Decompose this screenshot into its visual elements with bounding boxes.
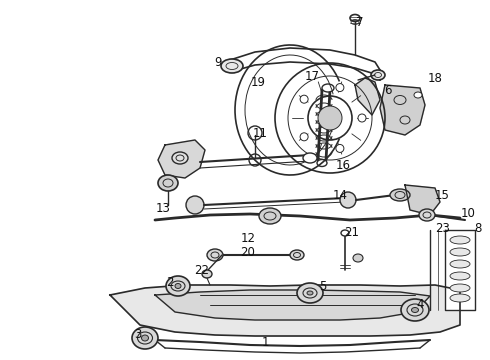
Text: 10: 10 bbox=[461, 207, 475, 220]
Text: 18: 18 bbox=[428, 72, 442, 85]
Text: 7: 7 bbox=[356, 15, 364, 28]
Ellipse shape bbox=[450, 284, 470, 292]
Text: 22: 22 bbox=[195, 264, 210, 276]
Circle shape bbox=[300, 95, 308, 103]
Polygon shape bbox=[445, 230, 475, 310]
Text: 23: 23 bbox=[436, 221, 450, 234]
Ellipse shape bbox=[175, 284, 181, 288]
Ellipse shape bbox=[158, 175, 178, 191]
Text: 2: 2 bbox=[166, 275, 174, 288]
Ellipse shape bbox=[414, 92, 422, 98]
Ellipse shape bbox=[450, 294, 470, 302]
Ellipse shape bbox=[401, 299, 429, 321]
Ellipse shape bbox=[322, 84, 334, 92]
Ellipse shape bbox=[419, 209, 435, 221]
Text: 20: 20 bbox=[241, 246, 255, 258]
Text: 15: 15 bbox=[435, 189, 449, 202]
Ellipse shape bbox=[450, 248, 470, 256]
Ellipse shape bbox=[172, 152, 188, 164]
Circle shape bbox=[186, 196, 204, 214]
Ellipse shape bbox=[350, 14, 360, 22]
Text: 14: 14 bbox=[333, 189, 347, 202]
Text: 13: 13 bbox=[155, 202, 171, 215]
Ellipse shape bbox=[259, 208, 281, 224]
Ellipse shape bbox=[450, 236, 470, 244]
Ellipse shape bbox=[221, 59, 243, 73]
Polygon shape bbox=[158, 140, 205, 178]
Ellipse shape bbox=[307, 291, 313, 295]
Text: 16: 16 bbox=[336, 158, 350, 171]
Text: 6: 6 bbox=[384, 84, 392, 96]
Text: 4: 4 bbox=[416, 298, 424, 311]
Ellipse shape bbox=[297, 283, 323, 303]
Ellipse shape bbox=[353, 254, 363, 262]
Polygon shape bbox=[405, 185, 440, 215]
Ellipse shape bbox=[303, 153, 317, 163]
Ellipse shape bbox=[290, 250, 304, 260]
Circle shape bbox=[300, 133, 308, 141]
Text: 12: 12 bbox=[241, 231, 255, 244]
Circle shape bbox=[336, 84, 344, 91]
Circle shape bbox=[340, 192, 356, 208]
Polygon shape bbox=[355, 78, 380, 115]
Ellipse shape bbox=[166, 276, 190, 296]
Ellipse shape bbox=[341, 230, 349, 236]
Circle shape bbox=[318, 106, 342, 130]
Text: 17: 17 bbox=[304, 69, 319, 82]
Ellipse shape bbox=[202, 270, 212, 278]
Circle shape bbox=[336, 144, 344, 152]
Ellipse shape bbox=[450, 260, 470, 268]
Circle shape bbox=[358, 114, 366, 122]
Text: 19: 19 bbox=[250, 76, 266, 89]
Text: 3: 3 bbox=[134, 328, 142, 341]
Text: 9: 9 bbox=[214, 55, 222, 68]
Polygon shape bbox=[110, 285, 460, 336]
Text: 5: 5 bbox=[319, 280, 327, 293]
Ellipse shape bbox=[450, 272, 470, 280]
Ellipse shape bbox=[412, 307, 418, 312]
Ellipse shape bbox=[317, 159, 327, 166]
Text: 21: 21 bbox=[344, 225, 360, 239]
Ellipse shape bbox=[142, 335, 148, 341]
Ellipse shape bbox=[371, 70, 385, 80]
Ellipse shape bbox=[132, 327, 158, 349]
Ellipse shape bbox=[390, 189, 410, 201]
Text: 8: 8 bbox=[474, 221, 482, 234]
Polygon shape bbox=[155, 290, 430, 320]
Ellipse shape bbox=[207, 249, 223, 261]
Text: 11: 11 bbox=[252, 126, 268, 140]
Polygon shape bbox=[380, 85, 425, 135]
Text: 1: 1 bbox=[261, 336, 269, 348]
